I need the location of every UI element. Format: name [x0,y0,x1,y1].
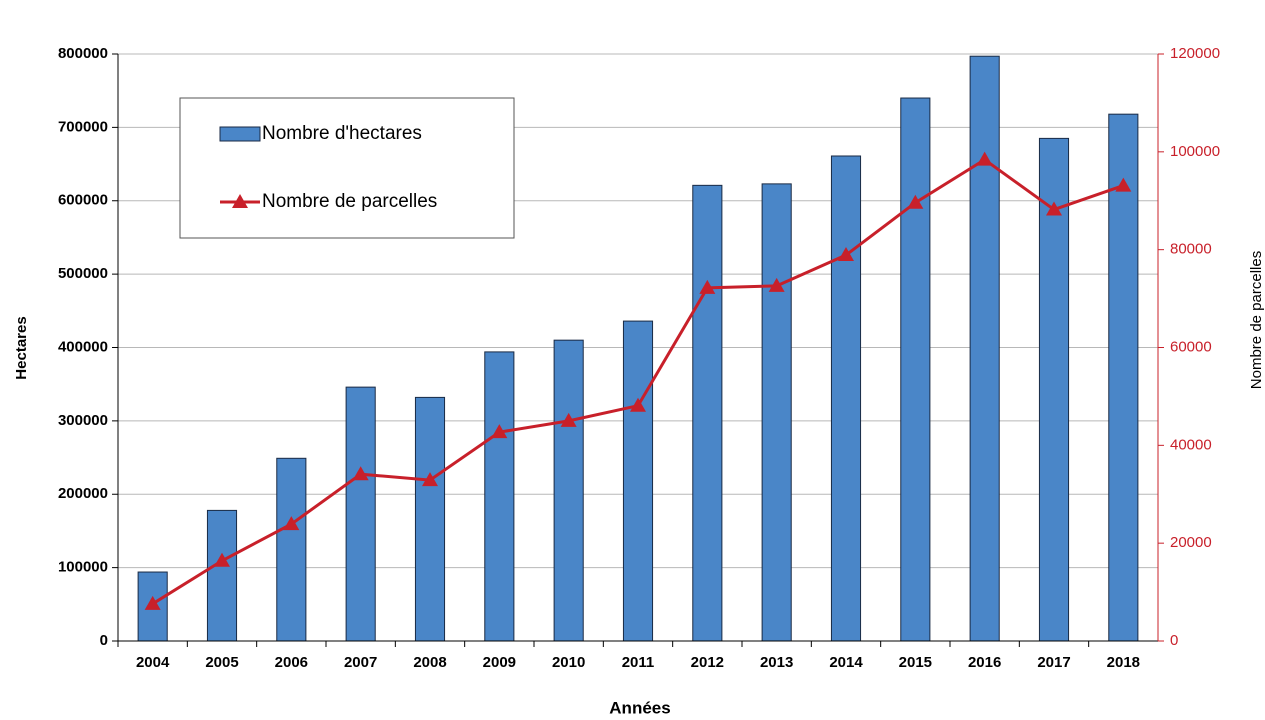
x-tick-label: 2009 [483,654,516,671]
x-tick-label: 2016 [968,654,1001,671]
y-axis-label: Hectares [13,316,30,379]
bar [276,457,307,642]
y-tick-label: 800000 [58,45,108,62]
marker [1046,201,1062,216]
legend-label: Nombre d'hectares [262,123,422,144]
marker [214,552,230,567]
y-tick-label: 700000 [58,118,108,135]
marker [907,194,924,209]
legend-swatch [219,126,261,142]
y2-tick-label: 100000 [1170,143,1220,160]
x-tick-label: 2005 [205,654,238,671]
marker [1115,177,1132,192]
bar [553,339,584,642]
y-tick-label: 100000 [58,559,108,576]
marker [838,247,854,262]
x-tick-label: 2004 [136,654,170,671]
x-tick-label: 2007 [344,654,377,671]
y2-tick-label: 0 [1170,632,1178,649]
bar [414,396,446,642]
bar [622,320,654,642]
bar [761,183,792,642]
x-tick-label: 2013 [760,654,793,671]
y-tick-label: 300000 [58,412,108,429]
legend-marker [232,194,248,208]
bar [484,351,515,642]
x-tick-label: 2006 [275,654,308,671]
x-tick-label: 2018 [1107,654,1140,671]
y2-tick-label: 120000 [1170,45,1220,62]
x-tick-label: 2015 [899,654,932,671]
marker [630,397,646,412]
bar [969,55,1000,642]
marker [768,277,785,292]
y2-tick-label: 80000 [1170,241,1212,258]
legend-label: Nombre de parcelles [262,191,437,212]
marker [560,412,577,427]
x-tick-label: 2017 [1037,654,1070,671]
marker [422,472,438,487]
marker [491,424,508,439]
y-tick-label: 0 [100,632,108,649]
y2-tick-label: 40000 [1170,436,1212,453]
bar [345,386,376,642]
bar [1108,113,1139,642]
legend-box [179,97,515,239]
x-tick-label: 2011 [622,654,655,671]
marker [283,516,300,531]
x-tick-label: 2014 [829,654,863,671]
y-tick-label: 200000 [58,485,108,502]
x-tick-label: 2012 [691,654,724,671]
marker [699,279,716,294]
bar [206,509,238,642]
y-tick-label: 600000 [58,192,108,209]
x-tick-label: 2010 [552,654,585,671]
marker [144,595,161,610]
marker [976,151,993,166]
marker [352,466,369,481]
x-axis-label: Années [609,698,670,717]
y2-axis-label: Nombre de parcelles [1248,251,1265,389]
x-tick-label: 2008 [413,654,446,671]
y-tick-label: 400000 [58,338,108,355]
bar [830,155,862,642]
y-tick-label: 500000 [58,265,108,282]
y2-tick-label: 20000 [1170,534,1212,551]
y2-tick-label: 60000 [1170,338,1212,355]
bar [692,184,723,642]
bar [900,97,931,642]
